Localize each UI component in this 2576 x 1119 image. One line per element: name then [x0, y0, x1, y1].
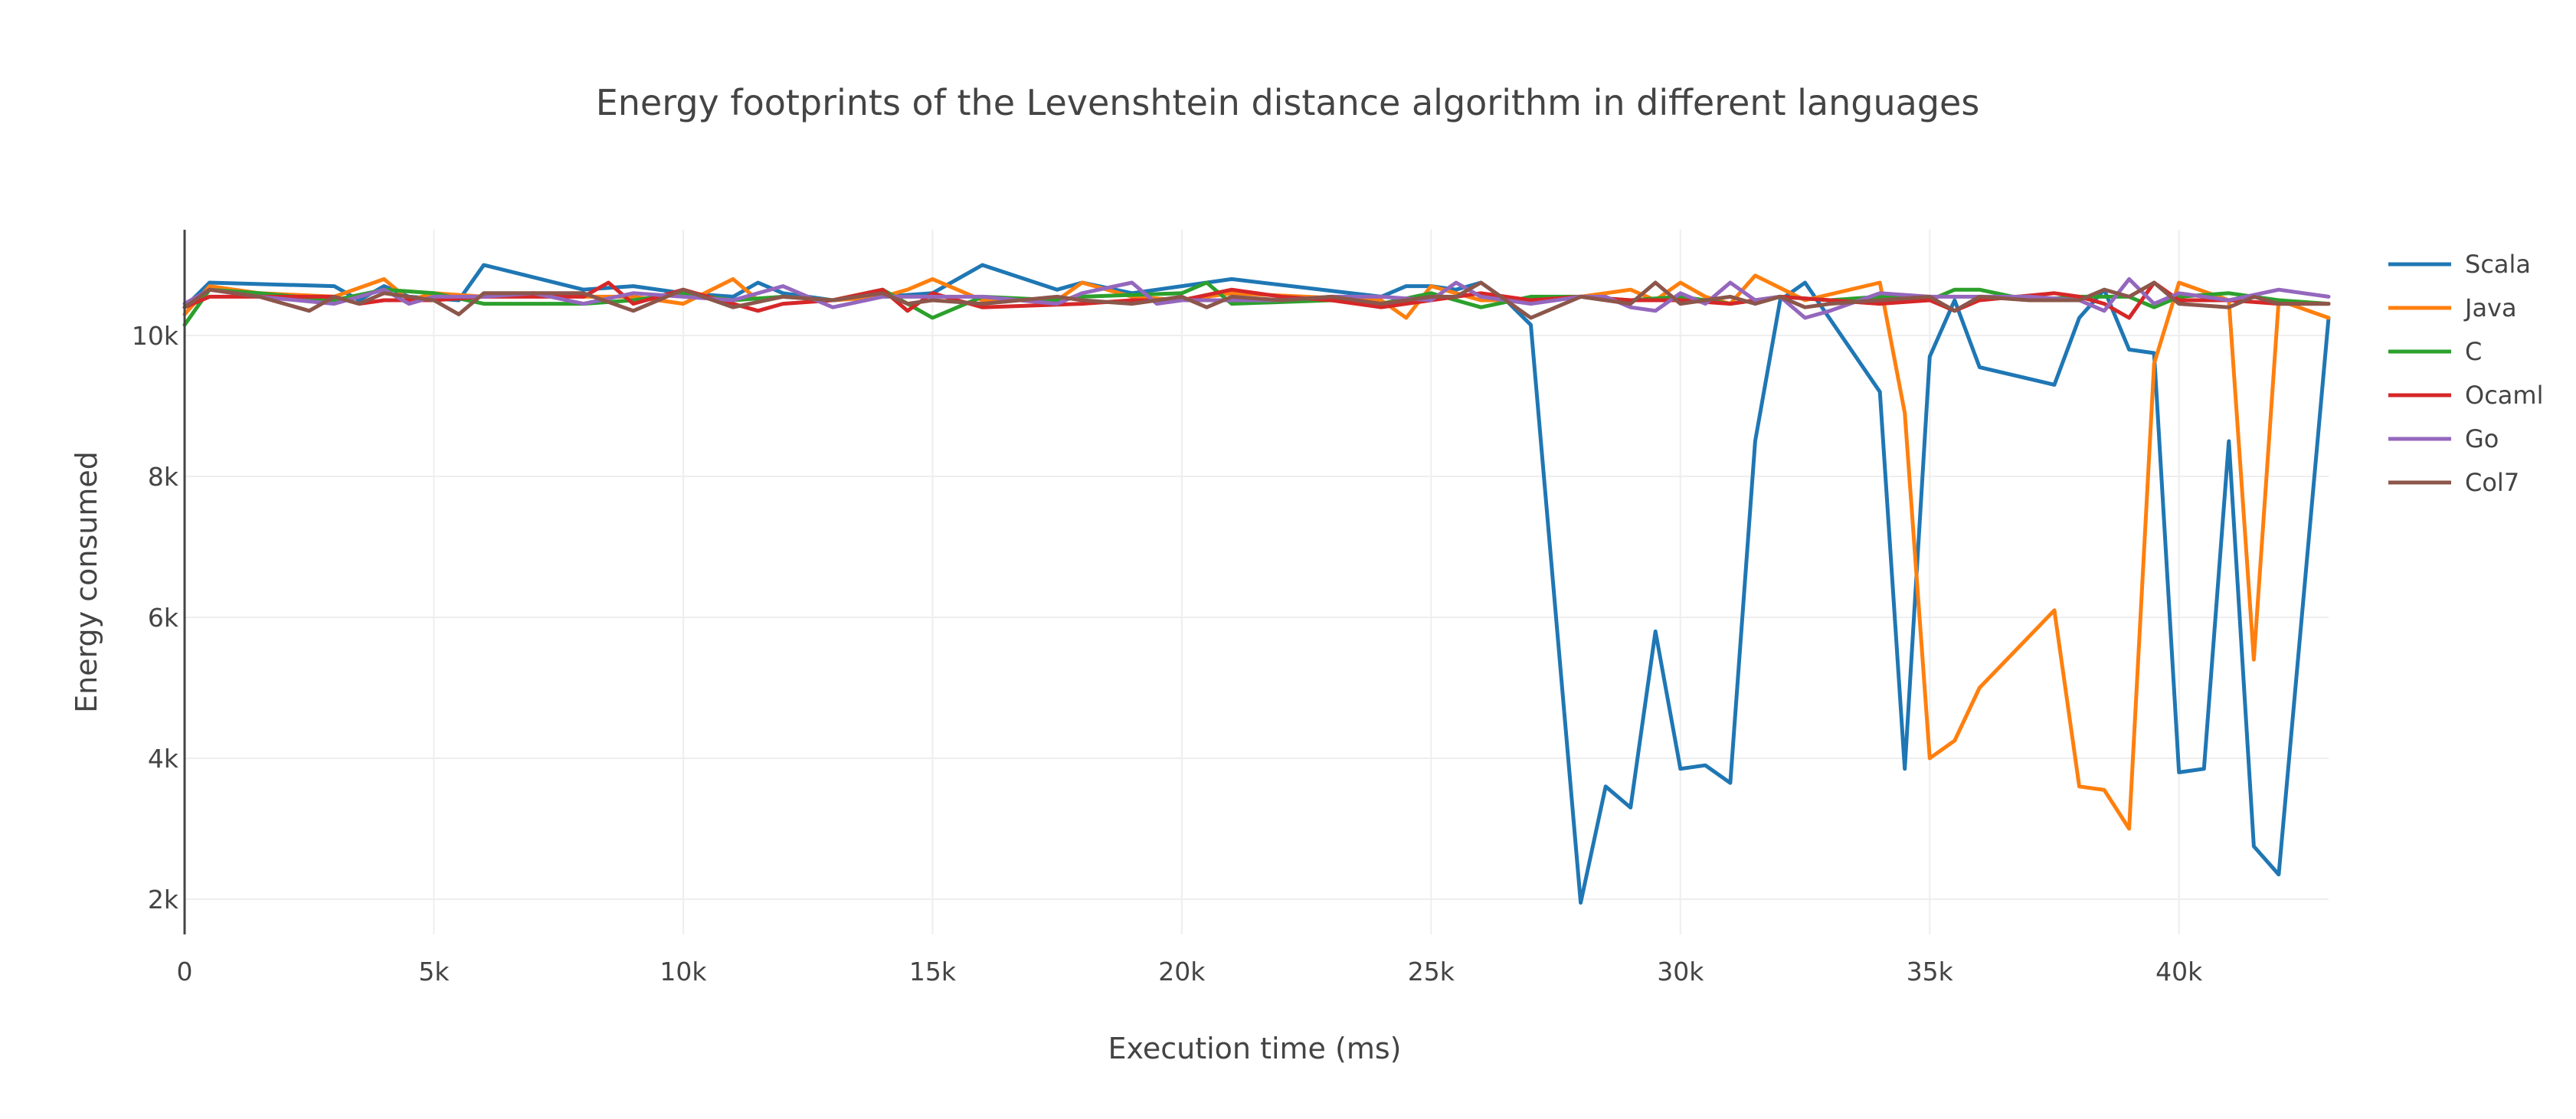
legend-label: Go	[2465, 424, 2499, 453]
x-tick-labels: 0 5k 10k 15k 20k 25k 30k 35k 40k	[177, 957, 2204, 986]
x-tick-label: 20k	[1158, 957, 1206, 986]
series-line-col7	[182, 280, 2331, 320]
y-tick-label: 2k	[148, 885, 179, 915]
y-tick-labels: 2k 4k 6k 8k 10k	[132, 321, 179, 915]
legend-label: Ocaml	[2465, 381, 2543, 410]
x-axis-title: Execution time (ms)	[1108, 1032, 1402, 1065]
series-line-c	[182, 280, 2331, 327]
series-lines	[182, 263, 2331, 905]
x-tick-label: 35k	[1907, 957, 1954, 986]
chart-title: Energy footprints of the Levenshtein dis…	[596, 82, 1980, 123]
x-tick-label: 30k	[1657, 957, 1704, 986]
y-axis-title: Energy consumed	[70, 451, 103, 713]
legend-label: Java	[2463, 293, 2517, 322]
legend-label: Scala	[2465, 250, 2531, 279]
series-line-java	[182, 273, 2331, 831]
x-tick-label: 10k	[660, 957, 707, 986]
x-tick-label: 40k	[2155, 957, 2203, 986]
legend-label: Col7	[2465, 468, 2519, 497]
series-line-scala	[182, 263, 2331, 905]
legend: Scala Java C Ocaml Go Col7	[2388, 250, 2543, 497]
y-tick-label: 6k	[148, 603, 179, 633]
x-tick-label: 25k	[1408, 957, 1455, 986]
x-tick-label: 0	[177, 957, 193, 986]
x-tick-label: 5k	[418, 957, 450, 986]
x-tick-label: 15k	[909, 957, 957, 986]
y-tick-label: 8k	[148, 462, 179, 492]
grid	[185, 230, 2329, 934]
y-tick-label: 4k	[148, 744, 179, 774]
legend-label: C	[2465, 337, 2482, 366]
y-tick-label: 10k	[132, 321, 179, 351]
